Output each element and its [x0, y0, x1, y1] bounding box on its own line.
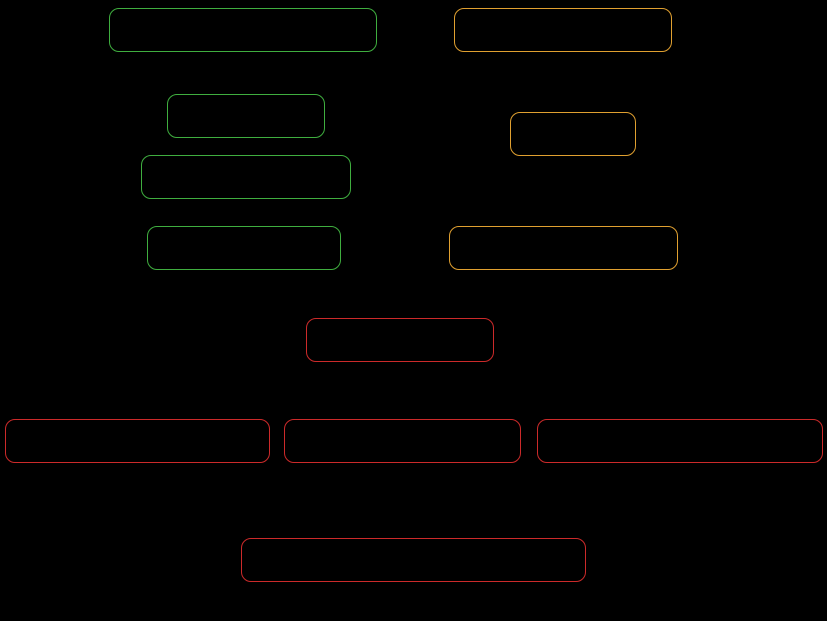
diagram-box-r2 — [5, 419, 270, 463]
diagram-box-r1 — [306, 318, 494, 362]
diagram-box-g3 — [141, 155, 351, 199]
diagram-box-o1 — [454, 8, 672, 52]
diagram-box-r4 — [537, 419, 823, 463]
diagram-box-o2 — [510, 112, 636, 156]
diagram-box-g1 — [109, 8, 377, 52]
diagram-box-g2 — [167, 94, 325, 138]
diagram-box-r3 — [284, 419, 521, 463]
diagram-box-r5 — [241, 538, 586, 582]
diagram-box-o3 — [449, 226, 678, 270]
diagram-box-g4 — [147, 226, 341, 270]
